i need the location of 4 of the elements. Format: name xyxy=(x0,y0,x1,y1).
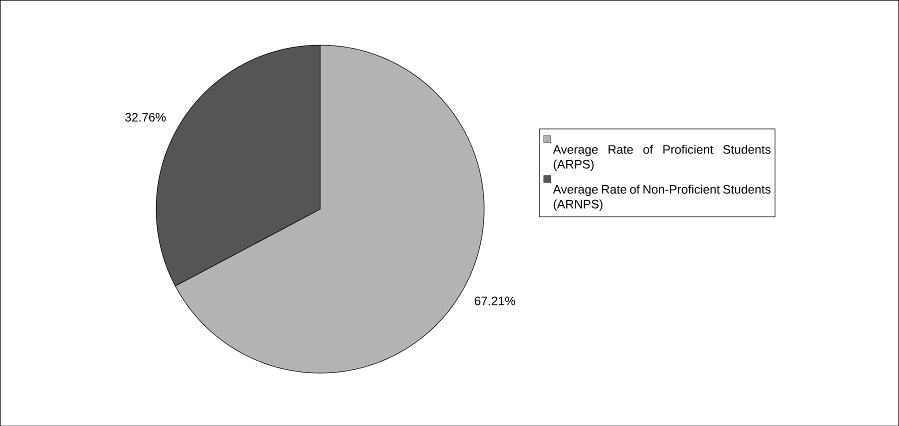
data-label: 67.21% xyxy=(474,296,516,306)
legend-label: Average Rate of Proficient Students (ARPS) xyxy=(553,144,770,171)
data-label: 32.76% xyxy=(125,112,166,122)
legend-label: Average Rate of Non-Proficient Students (ARNPS) xyxy=(553,184,770,211)
